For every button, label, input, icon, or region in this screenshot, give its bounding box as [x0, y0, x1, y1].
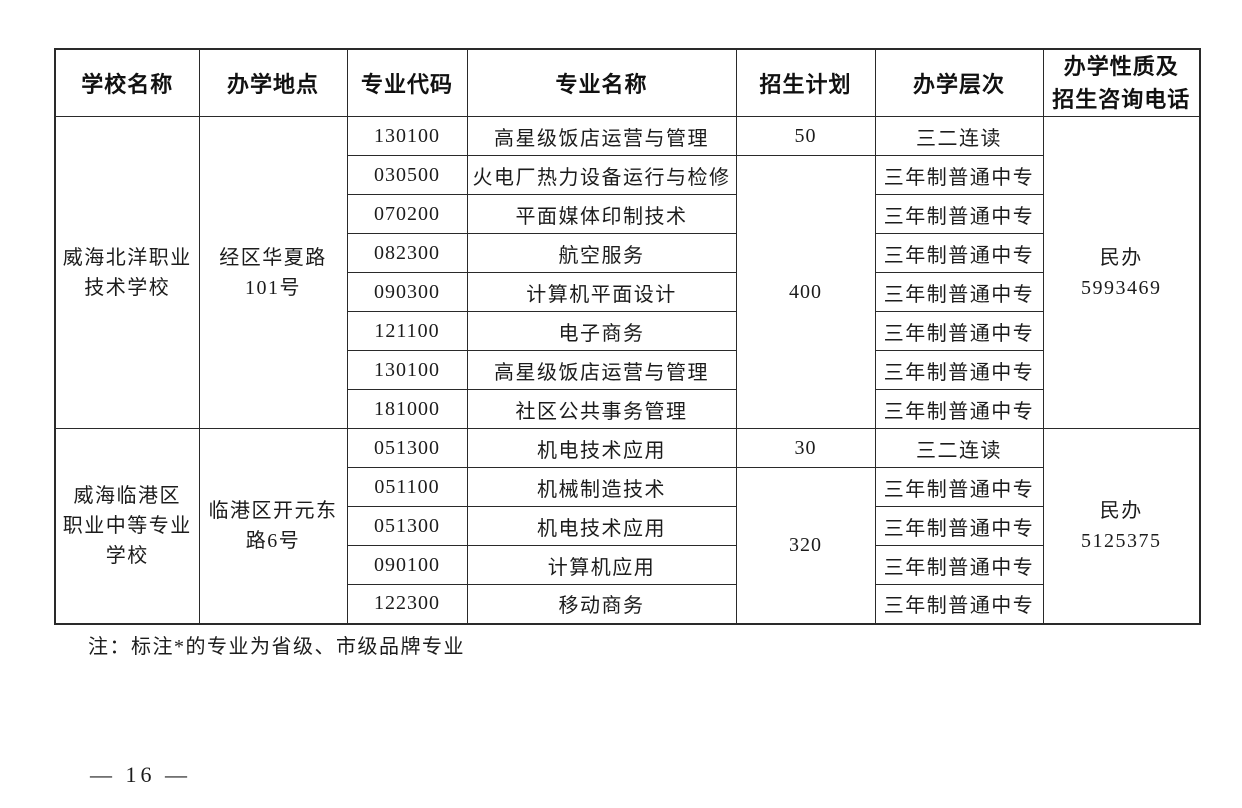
major-name-cell: 火电厂热力设备运行与检修	[466, 155, 737, 195]
phone-line: 5125375	[1081, 529, 1162, 552]
header-major-code: 专业代码	[346, 48, 468, 117]
location-cell: 临港区开元东 路6号	[198, 428, 348, 624]
major-code-cell: 090100	[346, 545, 468, 585]
table-row: 181000 社区公共事务管理 三年制普通中专	[55, 389, 1200, 429]
major-code-cell: 051300	[346, 506, 468, 546]
major-code-cell: 051300	[346, 428, 468, 468]
enrollment-plan-cell: 30	[735, 428, 876, 468]
nature-line: 民办	[1099, 246, 1143, 269]
school-name-line: 威海北洋职业	[62, 246, 192, 269]
enrollment-table: 学校名称 办学地点 专业代码 专业名称 招生计划 办学层次 办学性质及 招生咨询…	[54, 48, 1201, 625]
school-name-cell: 威海北洋职业 技术学校	[54, 116, 200, 429]
education-level-cell: 三年制普通中专	[874, 506, 1044, 546]
major-name-cell: 平面媒体印制技术	[466, 194, 737, 234]
header-nature-line1: 办学性质及	[1063, 54, 1179, 79]
table-row: 082300 航空服务 三年制普通中专	[55, 233, 1200, 273]
school-name-line: 职业中等专业	[62, 514, 192, 537]
major-code-cell: 070200	[346, 194, 468, 234]
header-location: 办学地点	[198, 48, 348, 117]
major-name-cell: 计算机平面设计	[466, 272, 737, 312]
school-name-line: 学校	[105, 544, 149, 567]
major-code-cell: 082300	[346, 233, 468, 273]
education-level-cell: 三年制普通中专	[874, 350, 1044, 390]
table-row: 122300 移动商务 三年制普通中专	[55, 584, 1200, 624]
location-line: 101号	[245, 276, 301, 299]
major-name-cell: 航空服务	[466, 233, 737, 273]
education-level-cell: 三年制普通中专	[874, 545, 1044, 585]
table-row: 090300 计算机平面设计 三年制普通中专	[55, 272, 1200, 312]
table-row: 威海临港区 职业中等专业 学校 临港区开元东 路6号 051300 机电技术应用…	[54, 428, 1201, 624]
major-code-cell: 130100	[346, 350, 468, 390]
header-education-level: 办学层次	[874, 48, 1044, 117]
major-name-cell: 移动商务	[466, 584, 737, 624]
education-level-cell: 三年制普通中专	[874, 233, 1044, 273]
school-name-cell: 威海临港区 职业中等专业 学校	[54, 428, 200, 624]
location-cell: 经区华夏路 101号	[198, 116, 348, 429]
location-line: 经区华夏路	[219, 246, 327, 269]
major-code-cell: 051100	[346, 467, 468, 507]
phone-line: 5993469	[1081, 276, 1162, 299]
header-major-name: 专业名称	[466, 48, 737, 117]
major-code-cell: 122300	[346, 584, 468, 624]
table-row: 070200 平面媒体印制技术 三年制普通中专	[55, 194, 1200, 234]
education-level-cell: 三年制普通中专	[874, 584, 1044, 624]
enrollment-plan-cell: 320	[735, 467, 876, 624]
major-name-cell: 高星级饭店运营与管理	[466, 116, 737, 156]
education-level-cell: 三年制普通中专	[874, 467, 1044, 507]
major-code-cell: 030500	[346, 155, 468, 195]
major-name-cell: 计算机应用	[466, 545, 737, 585]
major-name-cell: 电子商务	[466, 311, 737, 351]
page-number: — 16 —	[90, 762, 191, 787]
location-line: 路6号	[245, 529, 301, 552]
education-level-cell: 三年制普通中专	[874, 272, 1044, 312]
nature-line: 民办	[1099, 499, 1143, 522]
major-name-cell: 高星级饭店运营与管理	[466, 350, 737, 390]
school-name-line: 技术学校	[84, 276, 171, 299]
education-level-cell: 三年制普通中专	[874, 311, 1044, 351]
header-enrollment-plan: 招生计划	[735, 48, 876, 117]
major-code-cell: 130100	[346, 116, 468, 156]
header-school-name: 学校名称	[54, 48, 200, 117]
table-row: 130100 高星级饭店运营与管理 三年制普通中专	[55, 350, 1200, 390]
education-level-cell: 三年制普通中专	[874, 389, 1044, 429]
table-row: 051100 机械制造技术 320 三年制普通中专	[55, 467, 1200, 624]
header-nature-phone: 办学性质及 招生咨询电话	[1042, 48, 1201, 117]
education-level-cell: 三年制普通中专	[874, 194, 1044, 234]
table-row: 051300 机电技术应用 三年制普通中专	[55, 506, 1200, 546]
table-row: 威海北洋职业 技术学校 经区华夏路 101号 130100 高星级饭店运营与管理…	[54, 116, 1201, 429]
major-name-cell: 社区公共事务管理	[466, 389, 737, 429]
education-level-cell: 三二连读	[874, 116, 1044, 156]
table-row: 121100 电子商务 三年制普通中专	[55, 311, 1200, 351]
major-name-cell: 机电技术应用	[466, 428, 737, 468]
nature-phone-cell: 民办 5125375	[1042, 428, 1201, 624]
major-code-cell: 181000	[346, 389, 468, 429]
location-line: 临港区开元东	[208, 499, 338, 522]
major-code-cell: 121100	[346, 311, 468, 351]
major-code-cell: 090300	[346, 272, 468, 312]
nature-phone-cell: 民办 5993469	[1042, 116, 1201, 429]
education-level-cell: 三二连读	[874, 428, 1044, 468]
footnote: 注：标注*的专业为省级、市级品牌专业	[88, 636, 465, 658]
education-level-cell: 三年制普通中专	[874, 155, 1044, 195]
enrollment-plan-cell: 400	[735, 155, 876, 429]
table-row: 090100 计算机应用 三年制普通中专	[55, 545, 1200, 585]
header-row: 学校名称 办学地点 专业代码 专业名称 招生计划 办学层次 办学性质及 招生咨询…	[54, 48, 1201, 117]
header-nature-line2: 招生咨询电话	[1052, 87, 1191, 112]
school-name-line: 威海临港区	[73, 484, 181, 507]
major-name-cell: 机电技术应用	[466, 506, 737, 546]
enrollment-plan-cell: 50	[735, 116, 876, 156]
major-name-cell: 机械制造技术	[466, 467, 737, 507]
